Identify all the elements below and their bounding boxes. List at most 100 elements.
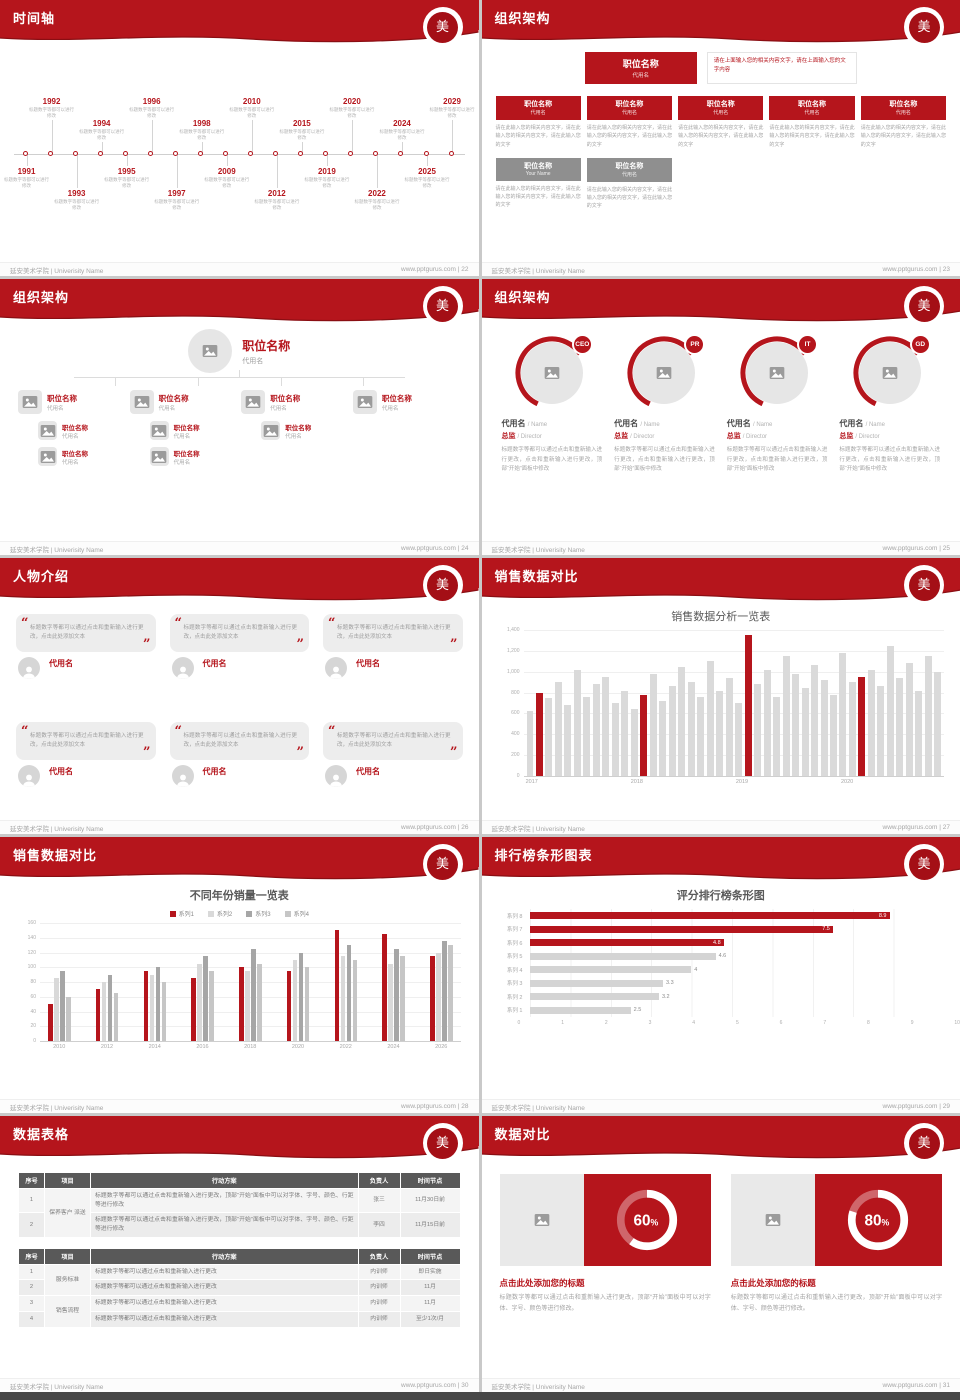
slide-org-photos: 组织架构 美 职位名称 代用名 职位名称 代用名 职位名称 代用名 职位名称 代用名 职位名… [0, 279, 479, 555]
footer-school: 延安美术学院 | Univerisity Name [10, 1383, 104, 1391]
y-axis-label: 60 [30, 993, 36, 1000]
chart-title: 不同年份销量一览表 [189, 890, 289, 902]
chart-bar [659, 700, 667, 776]
open-quote-icon: “ [174, 724, 182, 739]
timeline-caption: 标题数字等都可以进行修改 [29, 107, 75, 119]
timeline-year: 2012 [267, 189, 286, 198]
y-axis-label: 800 [511, 689, 520, 696]
open-quote-icon: “ [328, 724, 336, 739]
footer-site-page: www.pptgurus.com | 31 [882, 1382, 950, 1389]
org-top: 职位名称 代用名 请在上面输入您的相关内容文字，请在上面输入您的文字内容 [496, 52, 947, 84]
image-placeholder-icon [633, 342, 696, 404]
image-placeholder-icon [38, 447, 57, 466]
ranking-row: 系列 5 4.6 [494, 949, 934, 963]
chart-bar [346, 945, 351, 1041]
timeline-caption: 标题数字等都可以进行修改 [254, 199, 300, 210]
value-label: 7.5 [822, 926, 830, 933]
table-row: 2 标题数字等都可以通过点击和重新输入进行更改，顶部“开始”面板中可以对字体、字号… [18, 1212, 461, 1238]
slide-footer: 延安美术学院 | Univerisity Name www.pptgurus.c… [481, 1378, 960, 1392]
slide-header: 组织架构 美 [481, 0, 960, 47]
chart-bar [161, 982, 166, 1041]
chart-bar [830, 694, 837, 776]
slide-title: 组织架构 [494, 290, 551, 305]
ranking-row: 系列 7 7.5 [494, 922, 934, 936]
chart-bar [113, 993, 119, 1041]
timeline-dot-icon [298, 150, 304, 156]
value-label: 4 [694, 966, 698, 973]
chart-bar [640, 694, 648, 776]
profile-card: CEO 代用名 / Name 总监 / Director 标题数字等都可以通过点击和重… [502, 334, 602, 541]
quote-card: “标题数字等都可以通过点击和重新输入进行更改，点击此处添加文本” 代用名 [323, 722, 463, 820]
chart-bar [340, 956, 345, 1041]
footer-site-page: www.pptgurus.com | 29 [882, 1103, 950, 1110]
chart-bar [725, 677, 733, 776]
x-axis-label: 3 [648, 1020, 652, 1026]
org-photo-subitem [353, 447, 461, 466]
donut-chart: 60% [583, 1174, 711, 1266]
timeline-caption: 标题数字等都可以进行修改 [354, 199, 400, 210]
chart-bar [304, 967, 310, 1041]
header-wave [481, 587, 960, 601]
open-quote-icon: “ [328, 616, 336, 631]
timeline-item: 2019 标题数字等都可以进行修改 [304, 46, 349, 262]
footer-site-page: www.pptgurus.com | 30 [401, 1382, 469, 1389]
timeline-caption: 标题数字等都可以进行修改 [179, 129, 225, 141]
x-axis-label: 2020 [291, 1044, 305, 1050]
svg-text:80%: 80% [865, 1212, 890, 1229]
crescent-arc-icon [853, 336, 927, 410]
ranking-row: 系列 1 2.5 [494, 1003, 934, 1017]
bar-group: 2012 [95, 923, 119, 1050]
org-box: 职位名称 代用名 [586, 157, 673, 182]
org-unit: 职位名称 代用名 请在此输入您的相关内容文字，请在此输入您的相关内容文字，请在此输入… [769, 96, 855, 149]
chart-bar [382, 934, 387, 1041]
grouped-bar-chart: 160 140 120 100 80 60 40 20 0 2010 2012 2014 2016 201… [28, 920, 461, 1050]
bar-chart: 1,400 1,200 1,000 800 600 400 200 0 2017 2018 2019… [507, 627, 944, 785]
chart-bar [239, 967, 244, 1041]
x-axis-label: 2018 [244, 1044, 257, 1050]
org-box: 职位名称 代用名 [769, 96, 855, 120]
footer-school: 延安美术学院 | Univerisity Name [10, 825, 104, 833]
image-placeholder-icon [38, 421, 57, 440]
footer-site-page: www.pptgurus.com | 23 [882, 266, 950, 273]
school-seal-icon: 美 [904, 286, 944, 326]
image-placeholder-icon [730, 1174, 815, 1266]
quote-bubble: “标题数字等都可以通过点击和重新输入进行更改，点击此处添加文本” [169, 614, 309, 652]
x-axis-label: 2026 [435, 1044, 448, 1050]
slide-title: 人物介绍 [13, 569, 70, 584]
chart-bar [529, 979, 663, 987]
y-axis-label: 1,400 [506, 627, 520, 633]
y-axis-label: 0 [33, 1038, 36, 1044]
table-header-row: 序号 项目 行动方案 负责人 时间节点 [18, 1172, 461, 1189]
timeline-year: 1991 [17, 167, 36, 176]
chart-bar [763, 669, 771, 776]
footer-school: 延安美术学院 | Univerisity Name [491, 825, 585, 833]
chart-bar [95, 989, 101, 1041]
x-axis-label: 7 [823, 1020, 827, 1026]
header-wave [481, 1145, 960, 1159]
slide-header: 组织架构 美 [0, 279, 479, 326]
bar-group: 2018 [239, 923, 262, 1050]
slide-title: 数据对比 [494, 1127, 551, 1142]
chart-bar [649, 673, 657, 776]
org-photo-item: 职位名称 代用名 [241, 390, 349, 414]
profile-name: 代用名 / Name [726, 419, 773, 428]
profile-card: IT 代用名 / Name 总监 / Director 标题数字等都可以通过点击和重新… [726, 334, 827, 541]
profile-name: 代用名 / Name [614, 419, 660, 428]
chart-bar [394, 948, 399, 1041]
chart-bar [611, 703, 619, 776]
x-axis-label: 0 [517, 1020, 521, 1026]
org-unit: 职位名称 代用名 请在此输入您的相关内容文字，请在此输入您的相关内容文字，请在此输入… [586, 157, 673, 211]
timeline-item: 2009 标题数字等都可以进行修改 [204, 46, 249, 262]
timeline-caption: 标题数字等都可以进行修改 [279, 129, 325, 141]
org-photo-subitem [353, 421, 461, 440]
timeline-item: 2015 标题数字等都可以进行修改 [279, 46, 324, 262]
timeline-year: 1997 [167, 189, 186, 198]
footer-site-page: www.pptgurus.com | 25 [882, 545, 950, 552]
timeline-dot-icon [123, 150, 129, 156]
panel-desc: 标题数字等都可以通过点击和重新输入进行更改，顶部“开始”面板中可以对字体、字号、… [499, 1295, 711, 1312]
chart-bar [529, 952, 716, 960]
legend-item: 系列4 [284, 909, 309, 918]
slide-footer: 延安美术学院 | Univerisity Name www.pptgurus.c… [0, 541, 479, 555]
timeline-caption: 标题数字等都可以进行修改 [304, 177, 350, 188]
